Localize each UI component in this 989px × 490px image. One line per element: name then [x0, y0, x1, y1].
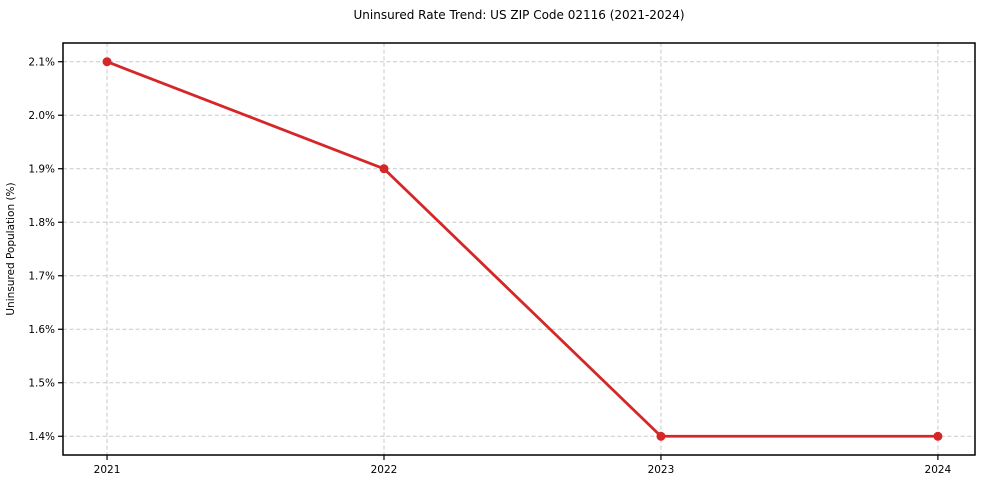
y-tick-label: 1.6% — [28, 324, 55, 336]
data-point — [102, 57, 112, 67]
y-tick-label: 1.4% — [28, 431, 55, 443]
x-tick-label: 2023 — [648, 464, 675, 476]
y-tick-label: 2.0% — [28, 110, 55, 122]
x-tick-label: 2021 — [94, 464, 121, 476]
trend-line — [105, 60, 940, 438]
y-tick-label: 1.9% — [28, 164, 55, 176]
y-tick-label: 1.5% — [28, 378, 55, 390]
x-tick-label: 2024 — [925, 464, 952, 476]
chart-title: Uninsured Rate Trend: US ZIP Code 02116 … — [353, 8, 685, 22]
data-point — [379, 164, 389, 174]
y-tick-label: 1.7% — [28, 271, 55, 283]
x-tick-label: 2022 — [371, 464, 398, 476]
y-tick-label: 1.8% — [28, 217, 55, 229]
y-tick-label: 2.1% — [28, 57, 55, 69]
data-point — [933, 431, 943, 441]
plot-frame — [62, 42, 976, 456]
data-point — [656, 431, 666, 441]
